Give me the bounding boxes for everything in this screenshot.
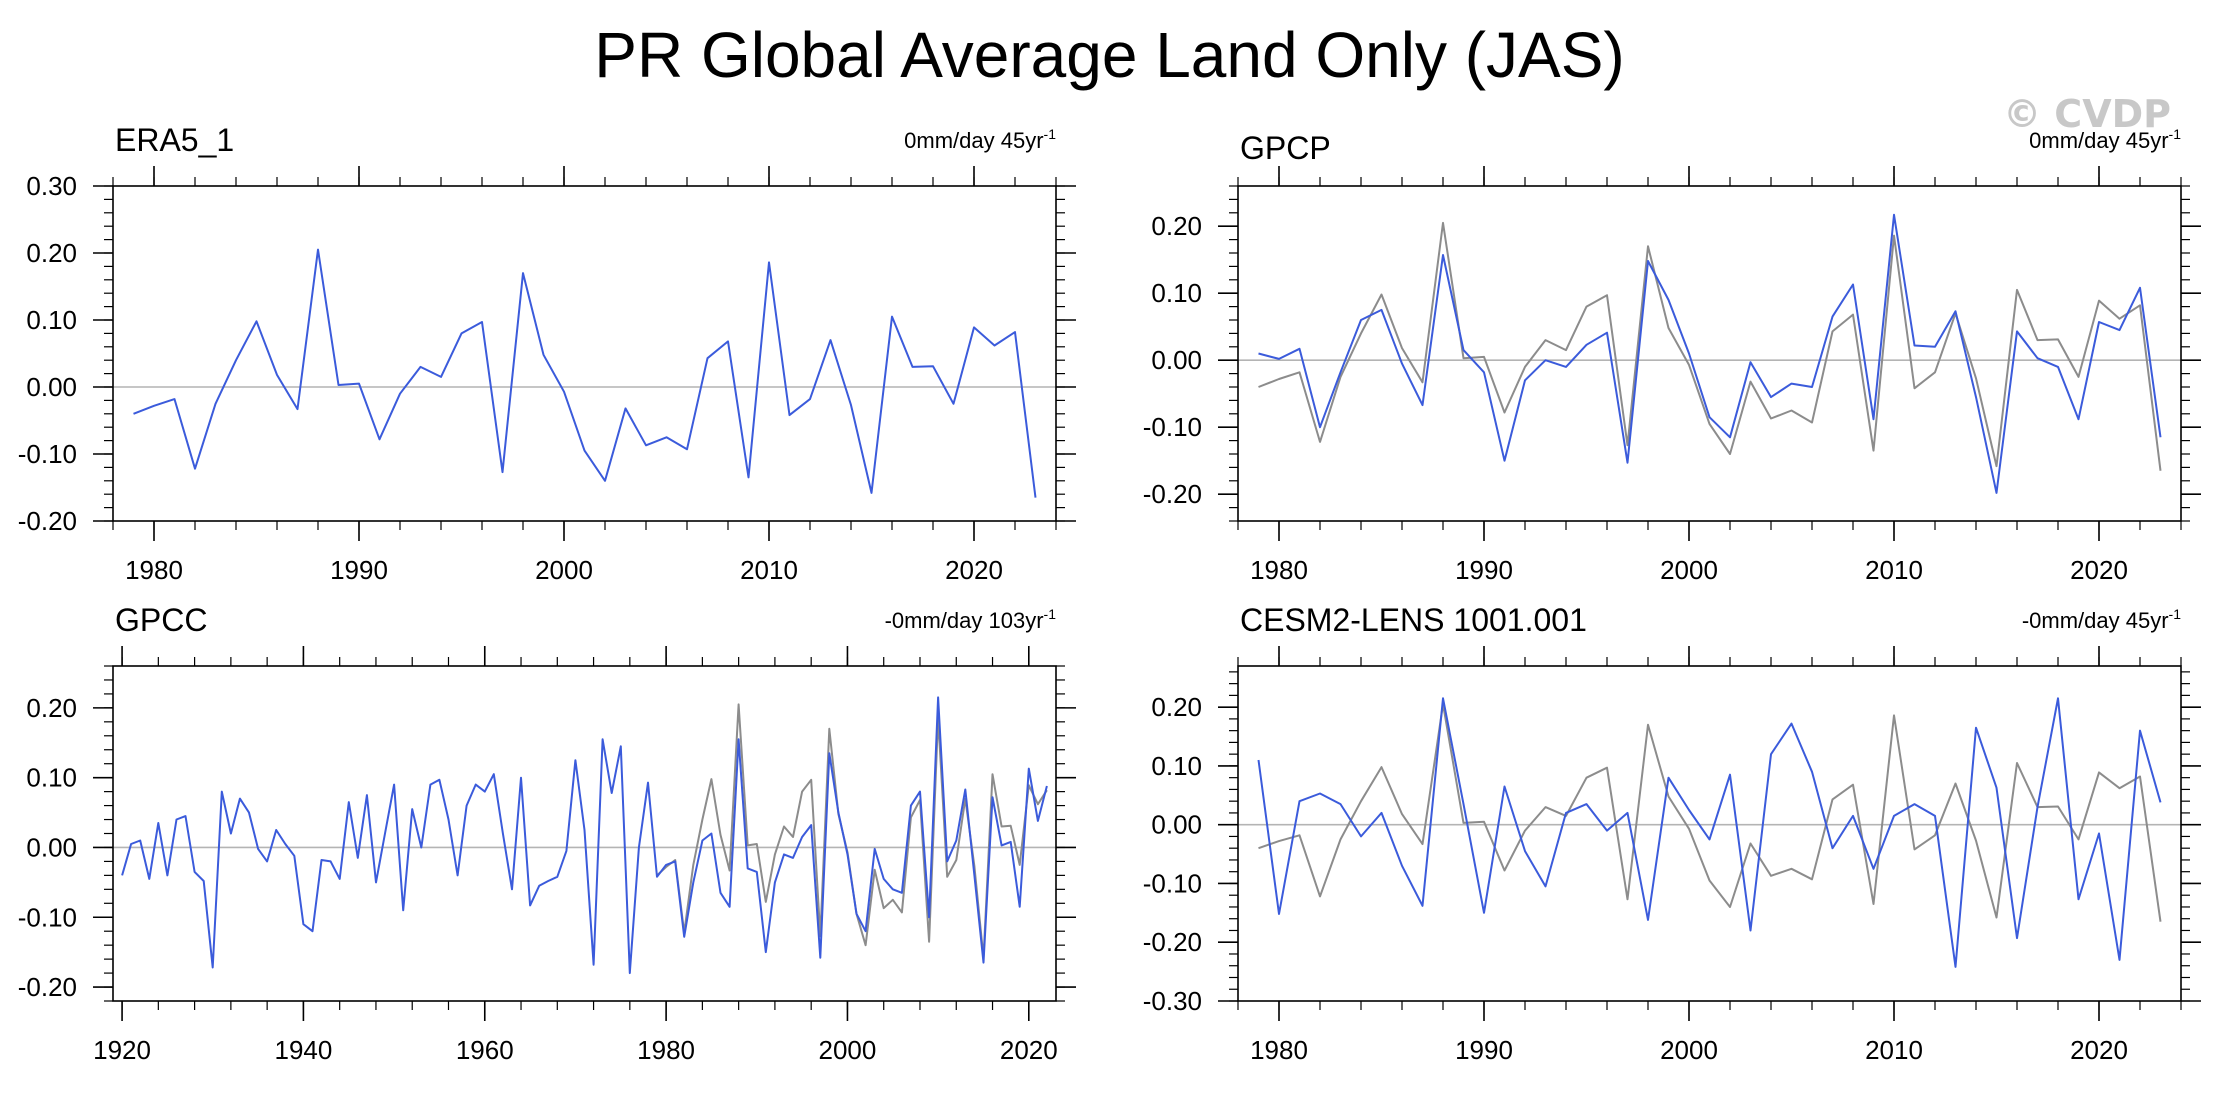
y-tick-label: 0.30 [26, 171, 77, 201]
y-tick-label: -0.10 [18, 439, 77, 469]
x-tick-label: 1980 [125, 555, 183, 585]
y-tick-label: 0.10 [1151, 278, 1202, 308]
y-tick-label: -0.10 [1143, 868, 1202, 898]
trend-value: 0mm/day 45yr [2029, 128, 2168, 153]
y-tick-label: -0.20 [1143, 927, 1202, 957]
x-tick-label: 1980 [1250, 555, 1308, 585]
x-tick-label: 2020 [1000, 1035, 1058, 1065]
y-tick-label: 0.10 [1151, 751, 1202, 781]
y-tick-label: -0.20 [18, 972, 77, 1002]
series-line-2 [121, 696, 1048, 975]
series-line-1 [133, 248, 1037, 498]
y-tick-label: 0.00 [26, 372, 77, 402]
panel-title: CESM2-LENS 1001.001 [1240, 602, 1587, 638]
y-tick-label: 0.00 [26, 832, 77, 862]
x-tick-label: 2000 [1660, 1035, 1718, 1065]
x-tick-label: 2020 [2070, 1035, 2128, 1065]
x-tick-label: 1990 [1455, 1035, 1513, 1065]
series-line-1 [656, 703, 1048, 959]
y-tick-label: 0.20 [1151, 211, 1202, 241]
plot-frame [1237, 185, 2182, 522]
trend-value: -0mm/day 103yr [885, 608, 1044, 633]
plot-frame [112, 665, 1057, 1002]
trend-label: -0mm/day 45yr-1 [2022, 606, 2181, 633]
series-line-2 [1257, 697, 2162, 968]
x-tick-label: 1920 [93, 1035, 151, 1065]
x-tick-label: 2020 [2070, 555, 2128, 585]
x-tick-label: 2020 [945, 555, 1003, 585]
trend-label: 0mm/day 45yr-1 [904, 126, 1056, 153]
cvdp-watermark: © CVDP [2003, 92, 2171, 136]
chart-panel-1: -0.20 -0.10 0.00 0.10 0.20 0.30 1980 1990 2000 20… [18, 122, 1076, 585]
y-tick-label: 0.20 [26, 693, 77, 723]
y-tick-label: 0.00 [1151, 345, 1202, 375]
y-tick-label: -0.20 [1143, 479, 1202, 509]
plot-frame [112, 185, 1057, 522]
y-tick-label: -0.10 [1143, 412, 1202, 442]
x-tick-label: 2000 [1660, 555, 1718, 585]
trend-label: 0mm/day 45yr-1 [2029, 126, 2181, 153]
trend-value: -0mm/day 45yr [2022, 608, 2169, 633]
x-tick-label: 1980 [637, 1035, 695, 1065]
x-tick-label: 2010 [1865, 555, 1923, 585]
panel-title: GPCP [1240, 130, 1331, 166]
y-tick-label: -0.10 [18, 902, 77, 932]
panel-title: GPCC [115, 602, 207, 638]
series-line-1 [1258, 221, 2162, 471]
trend-exponent: -1 [2169, 126, 2182, 142]
y-tick-label: 0.10 [26, 763, 77, 793]
trend-value: 0mm/day 45yr [904, 128, 1043, 153]
x-tick-label: 2010 [740, 555, 798, 585]
chart-panel-4: -0.30 -0.20 -0.10 0.00 0.10 0.20 1980 1990 2000 2… [1143, 602, 2201, 1065]
x-tick-label: 2010 [1865, 1035, 1923, 1065]
y-tick-label: -0.30 [1143, 986, 1202, 1016]
y-tick-label: 0.00 [1151, 810, 1202, 840]
x-tick-label: 1940 [274, 1035, 332, 1065]
y-tick-label: -0.20 [18, 506, 77, 536]
x-tick-label: 1980 [1250, 1035, 1308, 1065]
trend-exponent: -1 [2169, 606, 2182, 622]
x-tick-label: 2000 [819, 1035, 877, 1065]
y-tick-label: 0.20 [26, 238, 77, 268]
x-tick-label: 1990 [330, 555, 388, 585]
x-tick-label: 2000 [535, 555, 593, 585]
trend-exponent: -1 [1044, 126, 1057, 142]
series-line-2 [1258, 213, 2162, 494]
y-tick-label: 0.10 [26, 305, 77, 335]
x-tick-label: 1990 [1455, 555, 1513, 585]
panel-title: ERA5_1 [115, 122, 234, 158]
series-line-1 [1258, 703, 2162, 922]
trend-exponent: -1 [1044, 606, 1057, 622]
plot-frame [1237, 665, 2182, 1002]
x-tick-label: 1960 [456, 1035, 514, 1065]
y-tick-label: 0.20 [1151, 692, 1202, 722]
trend-label: -0mm/day 103yr-1 [885, 606, 1057, 633]
chart-panel-3: -0.20 -0.10 0.00 0.10 0.20 1920 1940 1960 1980 20… [18, 602, 1076, 1065]
main-title: PR Global Average Land Only (JAS) [594, 19, 1625, 91]
chart-panel-2: -0.20 -0.10 0.00 0.10 0.20 1980 1990 2000 2010 20… [1143, 126, 2201, 585]
